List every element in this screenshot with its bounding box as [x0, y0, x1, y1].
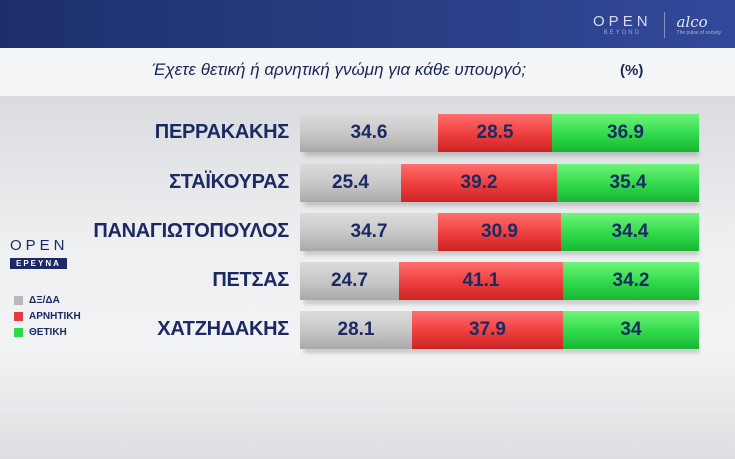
stacked-bar: 24.7 41.1 34.2	[300, 262, 699, 300]
alco-tagline: The pulse of society	[676, 29, 721, 36]
legend-swatch-dk	[14, 295, 23, 305]
title-band	[0, 48, 735, 96]
category-label: ΠΕΡΡΑΚΑΚΗΣ	[154, 121, 290, 143]
bar-shadow	[304, 347, 699, 353]
beyond-logo-word: BEYOND	[603, 29, 641, 36]
alco-logo: alco The pulse of society	[677, 14, 721, 37]
bar-shadow	[304, 298, 699, 304]
bar-segment-negative: 41.1	[399, 262, 563, 300]
chart-title: Έχετε θετική ή αρνητική γνώμη για κάθε υ…	[152, 60, 527, 79]
data-label: 34.4	[611, 221, 649, 242]
bar-segment-positive: 35.4	[557, 164, 699, 202]
data-label: 41.1	[462, 270, 500, 291]
header-bar: OPEN BEYOND alco The pulse of society	[0, 0, 735, 48]
bar-segment-positive: 34.2	[563, 262, 699, 300]
open-beyond-logo: OPEN BEYOND	[593, 14, 652, 37]
bar-shadow	[304, 150, 699, 156]
erevna-badge: ΕΡΕΥΝΑ	[10, 258, 67, 269]
header-logos: OPEN BEYOND alco The pulse of society	[593, 12, 721, 38]
data-label: 28.1	[337, 319, 375, 340]
bar-segment-dk: 34.6	[300, 114, 438, 152]
data-label: 34.2	[612, 270, 650, 291]
category-label: ΠΕΤΣΑΣ	[212, 269, 289, 291]
data-label: 37.9	[469, 319, 506, 340]
legend-item-negative: ΑΡΝΗΤΙΚΗ	[14, 308, 81, 324]
open-erevna-word: OPEN	[10, 237, 69, 254]
category-label: ΧΑΤΖΗΔΑΚΗΣ	[157, 318, 289, 340]
bar-segment-negative: 28.5	[438, 114, 552, 152]
stacked-bar: 34.7 30.9 34.4	[300, 213, 699, 251]
data-label: 34	[620, 319, 642, 340]
legend-label-positive: ΘΕΤΙΚΗ	[29, 326, 67, 338]
data-label: 39.2	[460, 172, 498, 193]
alco-logo-word: alco	[676, 12, 708, 31]
bar-segment-dk: 24.7	[300, 262, 399, 300]
legend-item-dk: ΔΞ/ΔΑ	[14, 292, 81, 308]
legend-swatch-positive	[14, 327, 23, 337]
bar-segment-negative: 37.9	[412, 311, 563, 349]
data-label: 36.9	[607, 122, 644, 143]
unit-label: (%)	[620, 62, 644, 79]
logo-divider	[663, 12, 665, 38]
legend-item-positive: ΘΕΤΙΚΗ	[14, 324, 81, 340]
data-label: 25.4	[332, 172, 369, 193]
bar-segment-dk: 25.4	[300, 164, 401, 202]
bar-segment-negative: 39.2	[401, 164, 557, 202]
data-label: 35.4	[609, 172, 647, 193]
bar-segment-positive: 34.4	[561, 213, 699, 251]
data-label: 34.6	[350, 122, 388, 143]
bar-shadow	[304, 249, 699, 255]
chart-legend: ΔΞ/ΔΑ ΑΡΝΗΤΙΚΗ ΘΕΤΙΚΗ	[14, 292, 81, 340]
legend-label-dk: ΔΞ/ΔΑ	[29, 294, 60, 306]
stacked-bar: 28.1 37.9 34	[300, 311, 699, 349]
bar-segment-dk: 28.1	[300, 311, 412, 349]
bar-shadow	[304, 200, 699, 206]
bar-segment-positive: 36.9	[552, 114, 699, 152]
open-logo-word: OPEN	[593, 12, 652, 30]
legend-label-negative: ΑΡΝΗΤΙΚΗ	[29, 310, 81, 322]
stacked-bar: 25.4 39.2 35.4	[300, 164, 699, 202]
legend-swatch-negative	[14, 311, 23, 321]
data-label: 28.5	[476, 122, 514, 143]
bar-segment-negative: 30.9	[438, 213, 561, 251]
category-label: ΠΑΝΑΓΙΩΤΟΠΟΥΛΟΣ	[93, 220, 289, 242]
category-label: ΣΤΑΪΚΟΥΡΑΣ	[169, 171, 289, 193]
data-label: 34.7	[350, 221, 388, 242]
stacked-bar: 34.6 28.5 36.9	[300, 114, 699, 152]
bar-segment-positive: 34	[563, 311, 699, 349]
data-label: 30.9	[481, 221, 518, 242]
bar-segment-dk: 34.7	[300, 213, 438, 251]
open-erevna-logo: OPEN ΕΡΕΥΝΑ	[10, 238, 69, 271]
data-label: 24.7	[331, 270, 368, 291]
